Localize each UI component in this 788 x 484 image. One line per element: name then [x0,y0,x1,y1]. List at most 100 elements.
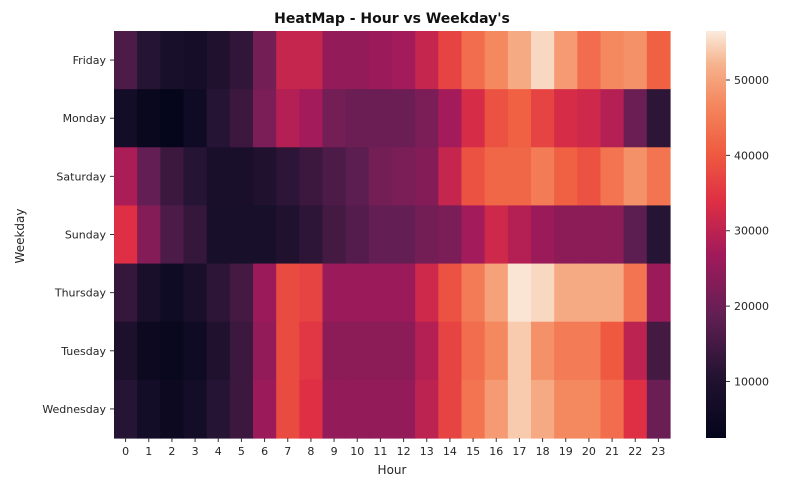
x-tick-label: 8 [307,445,314,458]
heatmap-cell-monday-1 [137,89,161,148]
heatmap-cell-tuesday-15 [461,321,486,381]
heatmap-cell-wednesday-4 [206,379,231,439]
x-tick-label: 5 [238,445,245,458]
y-tick-label: Friday [73,54,107,67]
heatmap-cell-thursday-3 [183,263,208,323]
x-tick-label: 21 [605,445,619,458]
heatmap-cell-thursday-0 [114,263,138,323]
x-tick-label: 6 [261,445,268,458]
heatmap-cell-thursday-5 [229,263,254,323]
heatmap-cell-monday-7 [276,89,300,148]
heatmap-cell-wednesday-15 [461,379,486,439]
x-tick-label: 12 [397,445,411,458]
heatmap-cell-tuesday-9 [322,321,347,381]
heatmap-cell-sunday-12 [392,205,416,265]
heatmap-cell-monday-15 [461,89,486,148]
y-axis-ticks: Friday Monday Saturday Sunday Thursday Tuesda… [42,54,114,416]
heatmap-cell-friday-1 [137,31,161,90]
heatmap-cell-sunday-10 [345,205,370,265]
heatmap-cell-sunday-19 [554,205,578,265]
heatmap-cell-tuesday-3 [183,321,208,381]
heatmap-cell-saturday-8 [299,147,324,207]
heatmap-cell-saturday-4 [206,147,231,207]
heatmap-cell-wednesday-7 [276,379,300,439]
heatmap-cell-monday-6 [253,89,277,148]
heatmap-cell-sunday-20 [577,205,602,265]
heatmap-cell-friday-22 [623,31,648,90]
heatmap-cell-tuesday-12 [392,321,416,381]
heatmap-cell-friday-7 [276,31,300,90]
heatmap-cell-wednesday-5 [229,379,254,439]
heatmap-cell-thursday-20 [577,263,602,323]
heatmap-cell-monday-12 [392,89,416,148]
heatmap-cell-monday-2 [160,89,185,148]
heatmap-cell-sunday-9 [322,205,347,265]
heatmap-cell-sunday-5 [229,205,254,265]
heatmap-cell-wednesday-17 [507,379,532,439]
heatmap-cell-monday-0 [114,89,138,148]
heatmap-cell-sunday-0 [114,205,138,265]
heatmap-cell-wednesday-16 [484,379,509,439]
x-tick-label: 15 [466,445,480,458]
heatmap-cell-saturday-21 [600,147,625,207]
heatmap-cell-saturday-23 [646,147,671,207]
x-tick-label: 16 [489,445,503,458]
heatmap-cell-friday-2 [160,31,185,90]
heatmap-cell-sunday-2 [160,205,185,265]
x-tick-label: 18 [536,445,550,458]
heatmap-cell-thursday-21 [600,263,625,323]
heatmap-cell-saturday-7 [276,147,300,207]
heatmap-cell-sunday-11 [368,205,393,265]
heatmap-cell-thursday-16 [484,263,509,323]
heatmap-cell-friday-8 [299,31,324,90]
heatmap-cell-tuesday-18 [531,321,555,381]
heatmap-cell-friday-4 [206,31,231,90]
x-tick-label: 4 [215,445,222,458]
heatmap-cell-sunday-17 [507,205,532,265]
heatmap-cell-thursday-17 [507,263,532,323]
heatmap-cell-saturday-1 [137,147,161,207]
colorbar-tick-label: 30000 [734,225,769,238]
heatmap-cell-friday-13 [415,31,439,90]
heatmap-cell-friday-23 [646,31,671,90]
heatmap-cell-thursday-14 [438,263,463,323]
heatmap-cell-sunday-21 [600,205,625,265]
heatmap-cell-sunday-15 [461,205,486,265]
y-tick-label: Monday [63,112,107,125]
heatmap-cell-wednesday-3 [183,379,208,439]
heatmap-cell-friday-16 [484,31,509,90]
heatmap-cell-saturday-6 [253,147,277,207]
heatmap-cell-saturday-0 [114,147,138,207]
heatmap-cell-saturday-13 [415,147,439,207]
heatmap-cell-friday-9 [322,31,347,90]
x-tick-label: 7 [284,445,291,458]
heatmap-cell-friday-20 [577,31,602,90]
heatmap-cell-wednesday-23 [646,379,671,439]
heatmap-cell-saturday-11 [368,147,393,207]
heatmap-cell-sunday-6 [253,205,277,265]
heatmap-cell-wednesday-6 [253,379,277,439]
heatmap-cell-monday-18 [531,89,555,148]
heatmap-cell-monday-11 [368,89,393,148]
y-tick-label: Saturday [56,170,106,183]
heatmap-cells [114,31,671,439]
heatmap-cell-monday-17 [507,89,532,148]
colorbar [706,31,726,438]
heatmap-cell-friday-5 [229,31,254,90]
heatmap-cell-monday-9 [322,89,347,148]
heatmap-cell-monday-4 [206,89,231,148]
heatmap-cell-thursday-1 [137,263,161,323]
heatmap-cell-sunday-7 [276,205,300,265]
heatmap-cell-wednesday-12 [392,379,416,439]
heatmap-cell-sunday-16 [484,205,509,265]
heatmap-cell-tuesday-7 [276,321,300,381]
heatmap-cell-thursday-22 [623,263,648,323]
heatmap-cell-wednesday-10 [345,379,370,439]
heatmap-cell-monday-16 [484,89,509,148]
heatmap-cell-tuesday-17 [507,321,532,381]
heatmap-cell-monday-10 [345,89,370,148]
x-tick-label: 11 [373,445,387,458]
heatmap-cell-thursday-11 [368,263,393,323]
heatmap-cell-saturday-12 [392,147,416,207]
y-tick-label: Sunday [65,229,107,242]
